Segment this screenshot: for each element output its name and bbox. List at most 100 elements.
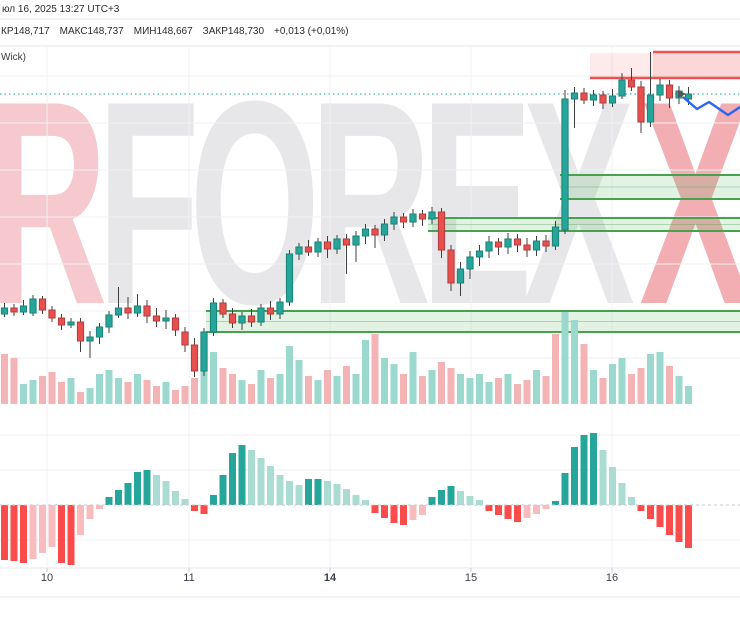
macd-histogram-bar: [523, 505, 531, 518]
macd-histogram-bar: [685, 505, 692, 548]
open-label: КР: [1, 26, 14, 37]
macd-histogram-bar: [134, 472, 141, 505]
volume-bar: [276, 374, 284, 404]
macd-histogram-bar: [409, 505, 417, 520]
macd-histogram-bar: [647, 505, 654, 519]
macd-histogram-bar: [390, 505, 398, 523]
candle-bearish: [38, 298, 47, 311]
volume-bar: [238, 380, 246, 404]
macd-histogram-bar: [580, 435, 588, 505]
macd-histogram-bar: [618, 483, 626, 505]
volume-bar: [675, 376, 683, 404]
macd-histogram-bar: [191, 505, 198, 511]
forecast-start-marker-icon: [678, 90, 686, 98]
macd-histogram-bar: [485, 505, 493, 511]
macd-histogram-bar: [124, 483, 132, 505]
candle-bearish: [513, 238, 522, 246]
volume-bar: [447, 368, 455, 404]
candle-bullish: [238, 315, 246, 324]
candle-bearish: [57, 317, 66, 326]
volume-bar: [48, 372, 56, 404]
volume-bar: [628, 374, 635, 404]
candle-bullish: [314, 241, 322, 253]
volume-bar: [599, 378, 607, 404]
candle-bearish: [10, 307, 18, 313]
candle-bullish: [361, 228, 370, 237]
macd-histogram-bar: [438, 490, 445, 505]
candle-bullish: [86, 336, 94, 342]
candle-bullish: [608, 95, 617, 104]
volume-bar: [637, 368, 645, 404]
candle-bullish: [352, 235, 360, 246]
x-axis-label: 10: [41, 572, 53, 584]
macd-histogram-bar: [172, 491, 179, 505]
candle-bullish: [95, 326, 104, 338]
volume-bar: [314, 380, 322, 404]
macd-histogram-bar: [257, 458, 265, 505]
macd-histogram-bar: [599, 450, 607, 505]
volume-bar: [29, 380, 37, 404]
volume-bar: [656, 352, 664, 404]
volume-bar: [257, 370, 265, 404]
macd-histogram-bar: [1, 505, 8, 560]
candle-bullish: [684, 93, 693, 100]
candle-bullish: [29, 298, 37, 314]
volume-bar: [504, 374, 512, 404]
macd-histogram-bar: [200, 505, 208, 514]
low-value: 148,667: [156, 26, 193, 37]
macd-histogram-bar: [286, 481, 293, 505]
candle-bullish: [0, 307, 9, 315]
macd-histogram-bar: [181, 499, 189, 505]
candle-bearish: [580, 92, 588, 101]
x-axis-label: 11: [183, 572, 194, 584]
candle-bearish: [76, 321, 85, 342]
candle-bullish: [67, 321, 75, 326]
macd-histogram-bar: [153, 475, 160, 505]
volume-bar: [153, 386, 160, 404]
candle-bullish: [589, 94, 598, 101]
macd-histogram-bar: [637, 505, 645, 511]
volume-bar: [685, 386, 692, 404]
volume-bar: [514, 384, 521, 404]
macd-histogram-bar: [561, 473, 569, 505]
ohlc-readout: КР 148,717 МАКС 148,737 МИН 148,667 ЗАКР 148…: [1, 26, 349, 37]
candle-bullish: [276, 301, 284, 315]
volume-bar: [390, 364, 398, 404]
macd-histogram-bar: [352, 495, 360, 505]
macd-histogram-bar: [86, 505, 94, 519]
macd-histogram-bar: [238, 445, 246, 505]
macd-histogram-bar: [419, 505, 426, 515]
candle-bearish: [447, 249, 455, 284]
macd-histogram-bar: [105, 497, 113, 505]
candle-bullish: [656, 84, 664, 96]
macd-histogram-bar: [457, 491, 464, 505]
volume-bar: [609, 364, 616, 404]
close-label: ЗАКР: [202, 26, 228, 37]
support-zone: [560, 175, 740, 199]
volume-bar: [590, 370, 597, 404]
macd-histogram-bar: [229, 453, 236, 505]
candle-bullish: [285, 253, 294, 303]
volume-bar: [400, 374, 407, 404]
macd-histogram-bar: [77, 505, 84, 535]
macd-histogram-bar: [552, 501, 559, 505]
macd-histogram-bar: [96, 505, 103, 509]
resistance-zone: [590, 53, 740, 78]
volume-bar: [210, 352, 217, 404]
macd-histogram-bar: [248, 450, 255, 505]
volume-bar: [495, 378, 502, 404]
macd-histogram-bar: [162, 481, 170, 505]
volume-bar: [552, 334, 559, 404]
open-value: 148,717: [13, 26, 50, 37]
candle-bullish: [380, 223, 389, 236]
low-label: МИН: [133, 26, 157, 37]
volume-bar: [96, 374, 103, 404]
candle-bearish: [181, 331, 189, 346]
macd-histogram-bar: [542, 505, 550, 509]
volume-bar: [523, 380, 531, 404]
volume-bar: [409, 352, 417, 404]
candle-bullish: [409, 213, 417, 223]
candle-bearish: [637, 86, 645, 123]
macd-histogram-bar: [29, 505, 37, 559]
